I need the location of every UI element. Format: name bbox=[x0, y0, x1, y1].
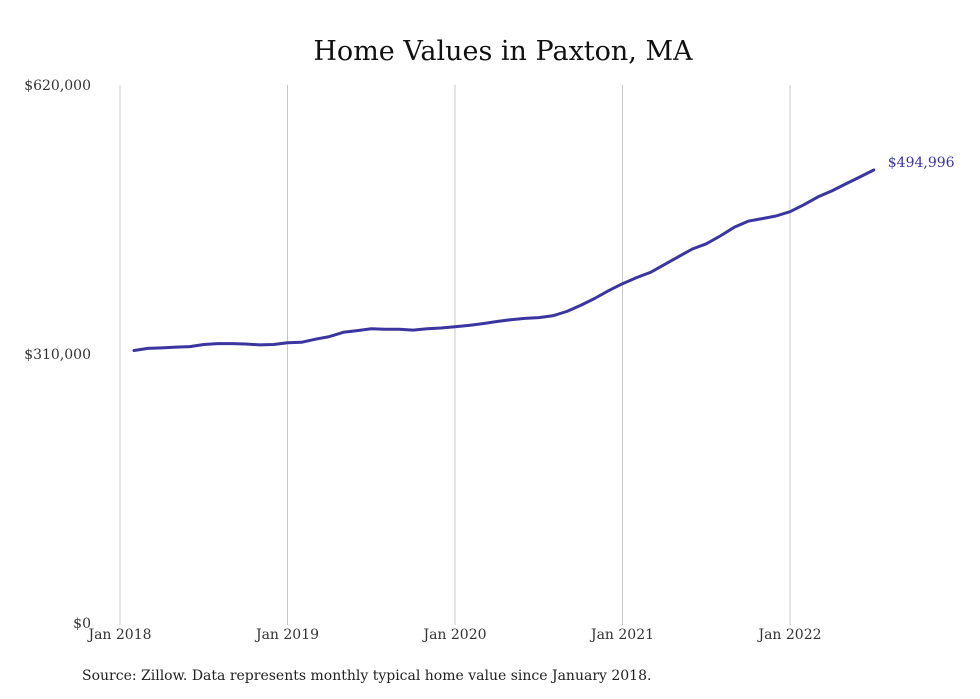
x-axis-ticks: Jan 2018 Jan 2019 Jan 2020 Jan 2021 Jan 2022 bbox=[86, 627, 821, 643]
x-tick-label: Jan 2018 bbox=[86, 627, 151, 643]
y-axis-ticks: $0 $310,000 $620,000 bbox=[24, 78, 91, 632]
y-tick-label: $620,000 bbox=[24, 78, 91, 94]
y-tick-label: $0 bbox=[73, 616, 91, 632]
x-tick-label: Jan 2020 bbox=[421, 627, 486, 643]
home-value-series-line bbox=[132, 168, 876, 352]
gridlines bbox=[119, 85, 791, 625]
x-tick-label: Jan 2021 bbox=[589, 627, 654, 643]
line-chart: Home Values in Paxton, MA $0 $310,000 $620… bbox=[24, 36, 955, 643]
end-value-label: $494,996 bbox=[888, 155, 955, 171]
chart-title: Home Values in Paxton, MA bbox=[313, 36, 693, 67]
source-note: Source: Zillow. Data represents monthly … bbox=[82, 668, 652, 684]
series-points bbox=[134, 170, 874, 351]
x-tick-label: Jan 2022 bbox=[756, 627, 821, 643]
y-tick-label: $310,000 bbox=[24, 347, 91, 363]
x-tick-label: Jan 2019 bbox=[254, 627, 319, 643]
